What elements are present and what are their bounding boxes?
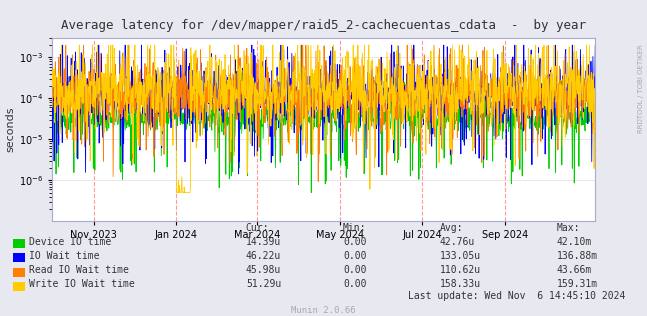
Text: Cur:: Cur:	[246, 223, 269, 233]
Text: 0.00: 0.00	[343, 237, 366, 246]
Text: 43.66m: 43.66m	[556, 265, 591, 275]
Text: Avg:: Avg:	[440, 223, 463, 233]
Text: Read IO Wait time: Read IO Wait time	[29, 265, 129, 275]
Text: 0.00: 0.00	[343, 279, 366, 289]
Text: Munin 2.0.66: Munin 2.0.66	[291, 306, 356, 315]
Text: 45.98u: 45.98u	[246, 265, 281, 275]
Text: 42.76u: 42.76u	[440, 237, 475, 246]
Text: IO Wait time: IO Wait time	[29, 251, 100, 261]
Text: Max:: Max:	[556, 223, 580, 233]
Text: Last update: Wed Nov  6 14:45:10 2024: Last update: Wed Nov 6 14:45:10 2024	[408, 291, 625, 301]
Text: Average latency for /dev/mapper/raid5_2-cachecuentas_cdata  -  by year: Average latency for /dev/mapper/raid5_2-…	[61, 19, 586, 32]
Text: 0.00: 0.00	[343, 265, 366, 275]
Text: 42.10m: 42.10m	[556, 237, 591, 246]
Text: 133.05u: 133.05u	[440, 251, 481, 261]
Text: 136.88m: 136.88m	[556, 251, 598, 261]
Text: 159.31m: 159.31m	[556, 279, 598, 289]
Text: Device IO time: Device IO time	[29, 237, 111, 246]
Y-axis label: seconds: seconds	[6, 107, 16, 152]
Text: 51.29u: 51.29u	[246, 279, 281, 289]
Text: 110.62u: 110.62u	[440, 265, 481, 275]
Text: Min:: Min:	[343, 223, 366, 233]
Text: 46.22u: 46.22u	[246, 251, 281, 261]
Text: 0.00: 0.00	[343, 251, 366, 261]
Text: 14.39u: 14.39u	[246, 237, 281, 246]
Text: RRDTOOL / TOBI OETIKER: RRDTOOL / TOBI OETIKER	[638, 44, 644, 133]
Text: 158.33u: 158.33u	[440, 279, 481, 289]
Text: Write IO Wait time: Write IO Wait time	[29, 279, 135, 289]
